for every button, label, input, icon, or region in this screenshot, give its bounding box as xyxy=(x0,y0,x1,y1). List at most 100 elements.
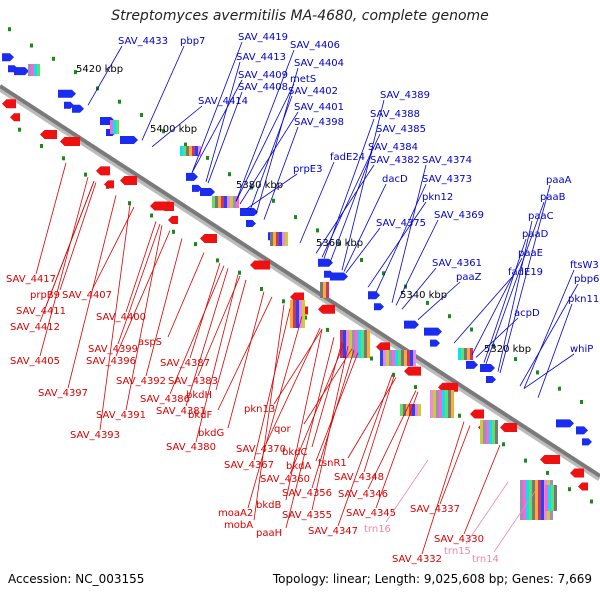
reverse-leader-line xyxy=(289,343,345,475)
function-block xyxy=(520,480,523,520)
feature-tick xyxy=(206,155,209,160)
reverse-gene-arrow xyxy=(10,113,20,122)
reverse-leader-line xyxy=(197,275,241,377)
reverse-gene-arrow xyxy=(500,423,517,432)
function-block xyxy=(279,232,282,246)
function-block xyxy=(401,350,404,366)
feature-tick xyxy=(580,400,583,404)
function-block xyxy=(230,196,233,208)
function-block xyxy=(395,350,398,366)
function-block xyxy=(448,390,451,418)
feature-tick xyxy=(30,43,33,48)
scale-label: 5360 kbp xyxy=(316,238,363,249)
feature-tick xyxy=(492,343,495,348)
feature-tick xyxy=(558,386,561,391)
forward-leader-line xyxy=(207,91,243,184)
forward-gene-arrow xyxy=(186,172,198,181)
forward-leader-line xyxy=(519,283,579,387)
forward-leader-line xyxy=(191,41,243,173)
reverse-gene-label: SAV_4383 xyxy=(168,376,218,387)
forward-gene-label: paaE xyxy=(518,248,543,259)
forward-leader-line xyxy=(315,164,375,254)
feature-tick xyxy=(316,228,319,233)
forward-gene-label: acpD xyxy=(514,308,540,319)
genome-stats-text: Topology: linear; Length: 9,025,608 bp; … xyxy=(272,572,592,586)
forward-leader-line xyxy=(341,99,385,271)
feature-tick xyxy=(536,370,539,375)
reverse-leader-line xyxy=(215,279,247,391)
function-block xyxy=(192,146,195,156)
reverse-gene-label: SAV_4345 xyxy=(346,508,396,519)
reverse-leader-line xyxy=(125,225,163,411)
function-block xyxy=(433,390,436,418)
reverse-gene-label: SAV_4400 xyxy=(96,312,146,323)
reverse-leader-line xyxy=(39,177,89,357)
forward-gene-label: prpE3 xyxy=(293,164,323,175)
feature-tick xyxy=(326,327,329,332)
function-block xyxy=(186,146,189,156)
reverse-leader-line xyxy=(195,274,239,443)
forward-gene-label: fadE24 xyxy=(330,152,365,163)
reverse-leader-line xyxy=(217,296,273,411)
forward-leader-line xyxy=(453,276,513,344)
reverse-gene-label: bkdB xyxy=(256,500,281,511)
reverse-gene-label: SAV_4391 xyxy=(96,410,146,421)
function-block xyxy=(551,485,554,511)
scale-label: 5340 kbp xyxy=(400,290,447,301)
reverse-gene-arrow xyxy=(120,176,137,185)
reverse-gene-label: SAV_4387 xyxy=(160,358,210,369)
forward-leader-line xyxy=(141,45,185,141)
reverse-leader-line xyxy=(375,391,419,509)
forward-gene-label: SAV_4401 xyxy=(294,102,344,113)
function-block xyxy=(412,404,415,416)
reverse-gene-arrow xyxy=(168,216,178,224)
forward-gene-arrow xyxy=(120,136,138,144)
reverse-gene-label: moaA2 xyxy=(218,508,253,519)
function-block xyxy=(285,232,288,246)
forward-leader-line xyxy=(367,201,427,288)
reverse-gene-label: SAV_4332 xyxy=(392,554,442,565)
reverse-gene-arrow xyxy=(318,304,335,314)
forward-gene-label: SAV_4413 xyxy=(236,52,286,63)
function-block xyxy=(406,404,409,416)
feature-tick xyxy=(172,229,175,234)
forward-gene-label: SAV_4398 xyxy=(294,117,344,128)
forward-leader-line xyxy=(191,79,243,173)
reverse-leader-line xyxy=(227,291,265,429)
reverse-gene-label: prpB9 xyxy=(30,290,60,301)
function-block xyxy=(326,282,329,298)
forward-leader-line xyxy=(485,201,545,365)
function-block xyxy=(545,485,548,511)
reverse-leader-line xyxy=(99,204,131,431)
forward-gene-arrow xyxy=(368,291,380,300)
reverse-gene-label: mobA xyxy=(224,520,253,531)
function-block xyxy=(233,196,236,208)
forward-leader-line xyxy=(523,269,575,389)
feature-tick xyxy=(62,156,65,161)
forward-gene-label: SAV_4384 xyxy=(368,142,418,153)
forward-gene-label: SAV_4389 xyxy=(380,90,430,101)
function-block xyxy=(320,282,323,298)
feature-tick xyxy=(8,27,11,32)
function-block xyxy=(236,196,239,208)
reverse-gene-label: SAV_4393 xyxy=(70,430,120,441)
function-block xyxy=(302,300,305,328)
function-block xyxy=(293,300,296,328)
function-block xyxy=(296,300,299,328)
forward-gene-arrow xyxy=(404,320,419,329)
forward-gene-label: SAV_4385 xyxy=(376,124,426,135)
forward-leader-line xyxy=(299,161,335,244)
forward-gene-label: dacD xyxy=(382,174,408,185)
reverse-leader-line xyxy=(265,327,321,445)
forward-gene-arrow xyxy=(58,89,76,98)
function-block xyxy=(389,350,392,366)
reverse-gene-label: qor xyxy=(274,424,291,435)
function-block xyxy=(407,350,410,366)
feature-tick xyxy=(228,172,231,177)
feature-tick xyxy=(426,300,429,305)
reverse-leader-line xyxy=(59,182,97,291)
forward-gene-label: pkn11 xyxy=(568,294,599,305)
reverse-gene-label: SAV_4360 xyxy=(260,474,310,485)
function-block xyxy=(529,480,532,520)
